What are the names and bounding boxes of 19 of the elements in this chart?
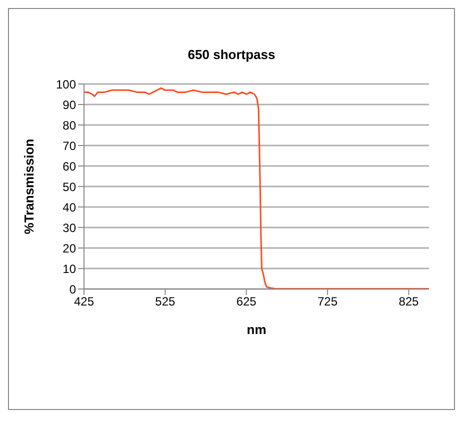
y-tick-label: 0 xyxy=(69,282,76,296)
y-tick-label: 70 xyxy=(62,138,76,153)
y-tick-label: 100 xyxy=(56,77,76,92)
y-tick-label: 30 xyxy=(62,220,76,235)
x-tick-label: 525 xyxy=(155,294,176,309)
y-axis-title: %Transmission xyxy=(22,138,37,234)
y-tick-label: 20 xyxy=(62,241,76,256)
x-tick-label: 825 xyxy=(398,294,420,309)
x-tick-label: 725 xyxy=(318,294,338,309)
x-axis-title: nm xyxy=(246,322,266,337)
y-tick-label: 50 xyxy=(62,180,76,194)
y-tick-label: 80 xyxy=(62,118,76,132)
chart-title: 650 shortpass xyxy=(186,47,276,62)
x-tick-label: 625 xyxy=(236,294,257,309)
y-tick-label: 10 xyxy=(62,262,76,276)
y-tick-label: 40 xyxy=(62,200,76,214)
y-tick-label: 60 xyxy=(62,159,76,174)
x-tick-label: 425 xyxy=(74,294,94,309)
y-tick-label: 90 xyxy=(62,98,76,112)
